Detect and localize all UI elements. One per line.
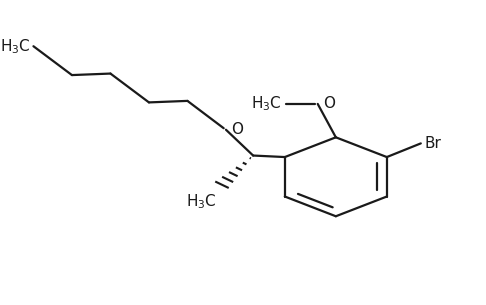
Text: H$_3$C: H$_3$C (186, 192, 217, 211)
Text: H$_3$C: H$_3$C (251, 95, 281, 113)
Text: O: O (231, 122, 243, 137)
Text: O: O (323, 96, 335, 111)
Text: H$_3$C: H$_3$C (0, 37, 31, 56)
Text: Br: Br (424, 136, 441, 151)
